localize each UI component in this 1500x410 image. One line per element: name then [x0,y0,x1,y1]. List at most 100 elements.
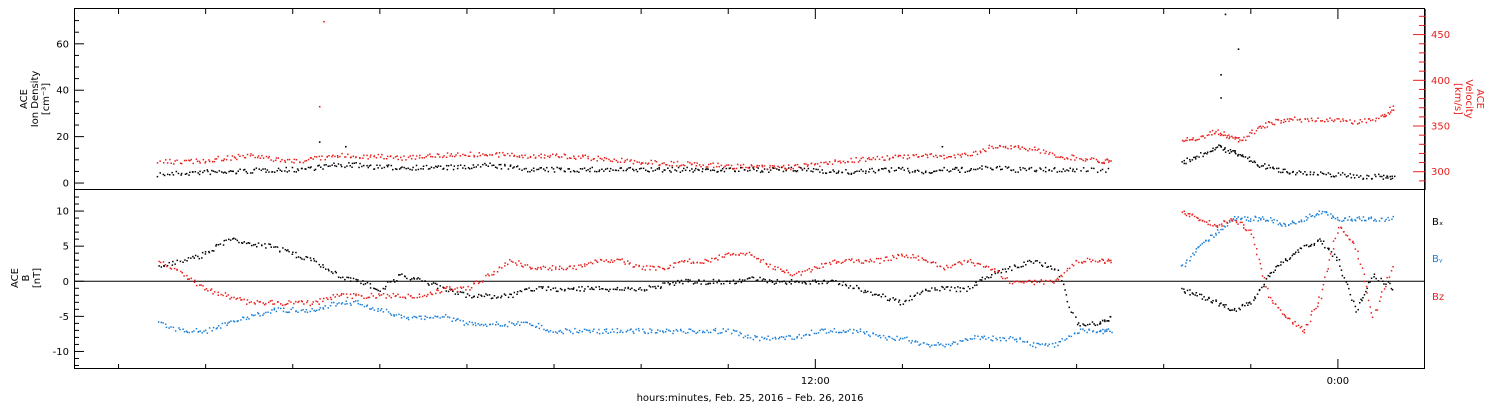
field-red-point [1269,296,1272,299]
velocity-red-point [478,152,480,154]
field-black-point [528,287,530,289]
field-blue-point [829,330,832,332]
density-black-outlier [1237,48,1240,50]
velocity-red-point [450,153,452,155]
field-blue-point [420,318,423,320]
field-blue-point [734,330,736,332]
field-blue-point [311,308,313,310]
field-blue-point [1348,215,1351,218]
field-black-point [360,282,362,285]
field-red-point [477,282,480,285]
field-black-point [646,289,648,291]
field-blue-point [165,326,168,329]
density-black-point [877,169,880,172]
field-black-point [616,286,619,289]
density-black-point [1335,175,1337,177]
field-blue-point [363,305,366,308]
field-blue-point [651,329,653,331]
field-black-point [182,261,184,263]
velocity-red-point [912,154,914,156]
velocity-red-point [202,158,205,161]
field-blue-point [415,316,417,318]
field-red-point [673,262,675,264]
field-blue-point [1368,217,1370,219]
field-blue-point [1012,336,1014,339]
field-black-point [187,257,190,259]
field-blue-point [899,337,902,340]
field-blue-point [985,338,987,340]
field-black-point [934,289,936,291]
field-black-point [569,288,571,290]
field-blue-point [1303,220,1306,222]
velocity-red-point [676,160,679,163]
density-black-point [1387,177,1389,179]
field-blue-point [1016,340,1018,343]
field-blue-point [1260,219,1262,221]
field-black-point [1308,245,1310,248]
field-blue-point [1288,224,1290,226]
field-red-point [947,266,949,269]
field-black-point [476,296,479,298]
field-black-point [431,283,433,285]
field-blue-point [1070,335,1073,338]
field-black-point [268,243,270,245]
density-black-point [167,173,169,176]
velocity-red-point [443,155,445,157]
density-black-point [1381,175,1383,178]
velocity-red-point [648,162,650,164]
field-blue-point [574,327,576,330]
field-red-point [972,262,975,264]
density-black-point [720,169,723,172]
velocity-red-point [418,157,421,159]
velocity-red-point [189,160,191,162]
velocity-red-point [524,154,526,156]
field-black-point [459,291,462,293]
field-blue-point [759,339,761,342]
field-black-point [192,255,194,258]
velocity-red-point [410,158,413,160]
field-red-point [873,261,875,263]
density-black-point [207,170,209,173]
field-blue-point [495,324,497,326]
velocity-red-point [874,158,877,161]
field-black-point [1284,258,1287,260]
field-black-point [1106,320,1108,322]
velocity-red-outlier [318,105,321,108]
field-red-point [1337,232,1339,234]
density-black-point [333,162,335,164]
velocity-red-point [256,156,259,159]
field-black-point [1254,296,1256,298]
field-red-point [1036,281,1038,283]
field-black-point [1005,271,1007,273]
field-black-point [390,280,392,283]
velocity-red-point [513,154,516,157]
field-blue-point [1054,342,1057,344]
velocity-red-point [1392,109,1395,111]
velocity-red-point [630,159,632,161]
field-blue-point [863,331,865,333]
field-black-point [1099,321,1102,323]
density-black-point [658,168,660,170]
field-black-point [975,281,977,284]
density-black-point [721,168,724,170]
field-blue-point [501,325,503,327]
velocity-red-point [629,160,631,162]
field-red-point [423,294,426,297]
density-black-point [759,171,762,174]
field-black-point [519,290,521,292]
field-black-point [870,291,872,293]
field-blue-point [1334,217,1337,220]
velocity-red-point [1239,139,1241,141]
field-blue-point [869,335,871,338]
field-red-point [1392,266,1394,268]
velocity-red-point [708,163,710,166]
field-blue-point [887,335,890,338]
field-red-point [456,287,459,289]
field-blue-point [204,329,207,332]
field-black-point [1377,280,1380,282]
velocity-red-point [853,161,856,164]
density-black-point [835,172,838,174]
field-red-point [1369,306,1371,308]
field-red-point [411,297,414,299]
field-black-point [1028,259,1031,262]
